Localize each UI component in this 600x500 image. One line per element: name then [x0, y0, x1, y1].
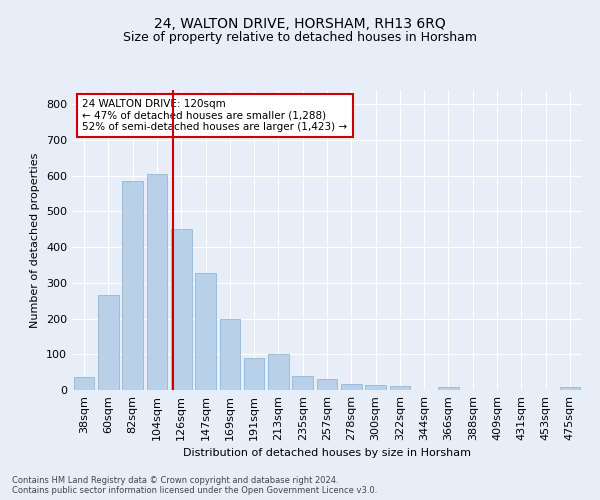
- Bar: [341, 384, 362, 390]
- Bar: [365, 384, 386, 390]
- Text: Size of property relative to detached houses in Horsham: Size of property relative to detached ho…: [123, 31, 477, 44]
- Bar: [560, 387, 580, 390]
- Text: 24 WALTON DRIVE: 120sqm
← 47% of detached houses are smaller (1,288)
52% of semi: 24 WALTON DRIVE: 120sqm ← 47% of detache…: [82, 99, 347, 132]
- Bar: [74, 377, 94, 390]
- Bar: [122, 181, 143, 390]
- Bar: [220, 320, 240, 390]
- Bar: [195, 273, 216, 390]
- Bar: [98, 296, 119, 390]
- Bar: [438, 387, 459, 390]
- Bar: [146, 174, 167, 390]
- X-axis label: Distribution of detached houses by size in Horsham: Distribution of detached houses by size …: [183, 448, 471, 458]
- Y-axis label: Number of detached properties: Number of detached properties: [31, 152, 40, 328]
- Bar: [171, 230, 191, 390]
- Text: 24, WALTON DRIVE, HORSHAM, RH13 6RQ: 24, WALTON DRIVE, HORSHAM, RH13 6RQ: [154, 18, 446, 32]
- Bar: [244, 358, 265, 390]
- Bar: [389, 386, 410, 390]
- Bar: [268, 354, 289, 390]
- Bar: [317, 380, 337, 390]
- Text: Contains HM Land Registry data © Crown copyright and database right 2024.
Contai: Contains HM Land Registry data © Crown c…: [12, 476, 377, 495]
- Bar: [292, 376, 313, 390]
